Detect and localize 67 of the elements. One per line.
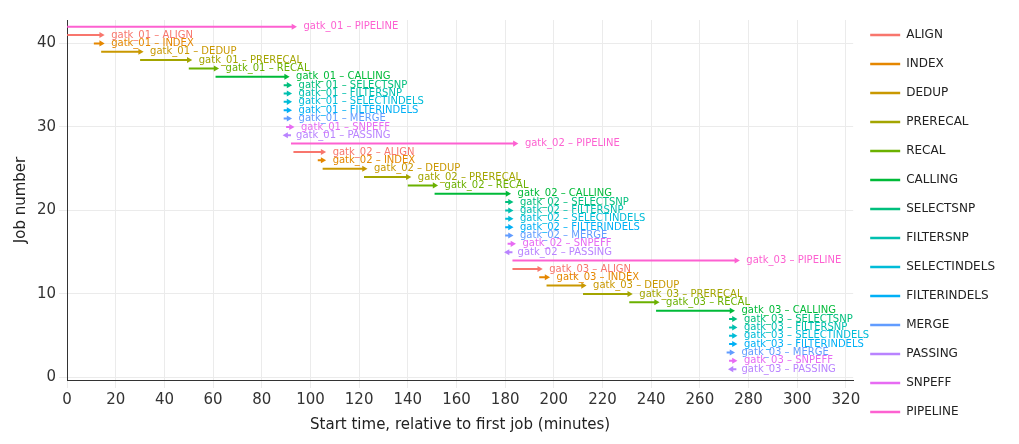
point xyxy=(320,157,327,164)
x-tick-label: 280 xyxy=(734,389,763,408)
x-tick-label: 60 xyxy=(203,389,223,408)
x-tick-label: 40 xyxy=(154,389,174,408)
legend-label: FILTERINDELS xyxy=(906,288,989,303)
x-tick-label: 240 xyxy=(636,389,666,408)
point xyxy=(729,307,735,314)
legend-label: RECAL xyxy=(906,143,946,158)
legend-label: PIPELINE xyxy=(906,404,959,419)
point xyxy=(505,190,512,197)
point xyxy=(187,57,193,64)
point xyxy=(508,232,514,239)
point xyxy=(286,107,293,114)
point xyxy=(99,40,105,47)
point xyxy=(508,207,514,214)
legend-label: DEDUP xyxy=(906,85,949,100)
legend-label: INDEX xyxy=(906,56,944,71)
y-axis-title: Job number xyxy=(10,155,29,245)
point xyxy=(289,123,295,130)
legend-label: SNPEFF xyxy=(906,375,952,390)
point xyxy=(99,32,105,39)
point xyxy=(732,332,738,339)
point xyxy=(732,324,738,331)
legend-label: SELECTSNP xyxy=(906,201,976,216)
x-tick-label: 160 xyxy=(442,389,471,408)
x-tick-label: 120 xyxy=(344,389,374,408)
legend-label: CALLING xyxy=(906,172,958,187)
point xyxy=(508,215,514,222)
x-tick-label: 80 xyxy=(252,389,272,408)
x-tick-label: 200 xyxy=(539,389,569,408)
point xyxy=(544,274,551,281)
x-tick-label: 300 xyxy=(782,389,812,408)
legend-label: PRERECAL xyxy=(906,114,969,129)
x-tick-label: 180 xyxy=(490,389,520,408)
point xyxy=(537,265,543,272)
x-tick-label: 20 xyxy=(106,389,126,408)
point xyxy=(508,199,514,206)
y-tick-label: 40 xyxy=(36,33,57,52)
legend-label: PASSING xyxy=(906,346,958,361)
point xyxy=(513,140,519,147)
annotation: gatk_02 – PIPELINE xyxy=(524,137,620,150)
x-tick-label: 100 xyxy=(296,389,325,408)
x-axis-title: Start time, relative to first job (minutes) xyxy=(310,414,611,433)
legend-label: ALIGN xyxy=(906,27,943,42)
y-tick-label: 0 xyxy=(46,367,57,386)
point xyxy=(732,315,738,323)
x-tick-label: 220 xyxy=(588,389,617,408)
point xyxy=(406,174,412,181)
point xyxy=(732,341,738,348)
y-tick-label: 10 xyxy=(36,283,57,302)
legend-label: SELECTINDELS xyxy=(906,259,996,274)
x-tick-label: 320 xyxy=(831,389,861,408)
legend-label: FILTERSNP xyxy=(906,230,969,245)
point xyxy=(320,148,327,155)
annotation: gatk_01 – PIPELINE xyxy=(303,20,399,33)
point xyxy=(284,73,290,80)
x-tick-label: 140 xyxy=(393,389,423,408)
point xyxy=(286,90,293,97)
point xyxy=(286,115,293,122)
x-tick-label: 0 xyxy=(62,389,72,408)
y-tick-label: 20 xyxy=(36,200,57,219)
point xyxy=(508,224,514,231)
point xyxy=(732,357,738,364)
y-tick-label: 30 xyxy=(36,116,57,135)
x-tick-label: 260 xyxy=(685,389,715,408)
annotation: gatk_03 – PIPELINE xyxy=(746,254,842,267)
legend-label: MERGE xyxy=(906,317,950,332)
